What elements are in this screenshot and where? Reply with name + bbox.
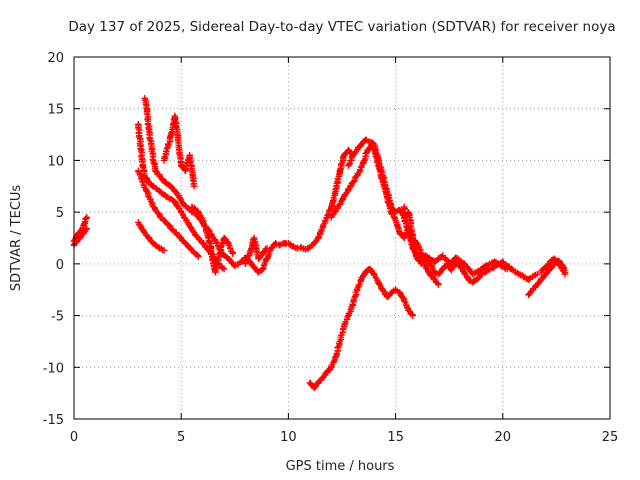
grid-lines	[74, 57, 610, 419]
x-tick-label: 10	[280, 430, 297, 445]
y-tick-label: -10	[43, 361, 64, 376]
x-tick-label: 5	[177, 430, 185, 445]
plus-markers	[307, 266, 416, 391]
x-tick-label: 0	[70, 430, 78, 445]
series-seg-n	[307, 266, 416, 391]
plus-markers	[142, 95, 232, 262]
y-axis-label: SDTVAR / TECUs	[9, 185, 24, 292]
x-tick-label: 15	[387, 430, 404, 445]
y-tick-label: 10	[47, 154, 64, 169]
y-tick-label: 20	[47, 51, 64, 66]
data-marks	[71, 95, 568, 391]
x-tick-label: 20	[495, 430, 512, 445]
y-tick-label: -5	[51, 310, 64, 325]
series-seg-f	[135, 219, 167, 253]
series-seg-g	[161, 113, 197, 190]
data-point	[137, 142, 143, 148]
y-tick-label: 5	[56, 206, 64, 221]
x-axis-label: GPS time / hours	[286, 459, 395, 474]
series-seg-d	[142, 95, 232, 262]
plus-markers	[345, 137, 510, 278]
series-seg-l	[345, 137, 510, 278]
chart-title: Day 137 of 2025, Sidereal Day-to-day VTE…	[68, 19, 615, 35]
y-tick-label: -15	[43, 413, 64, 428]
data-point	[135, 121, 141, 127]
y-tick-label: 15	[47, 103, 64, 118]
axis-ticks: 0 5 10 15 20 25 -15 -10 -5 0 5 10 15 20	[43, 51, 619, 445]
plot-frame	[74, 57, 610, 419]
x-tick-label: 25	[602, 430, 619, 445]
sdtvar-chart: 0 5 10 15 20 25 -15 -10 -5 0 5 10 15 20 Day 137 of 20…	[0, 0, 640, 480]
y-tick-label: 0	[56, 258, 64, 273]
